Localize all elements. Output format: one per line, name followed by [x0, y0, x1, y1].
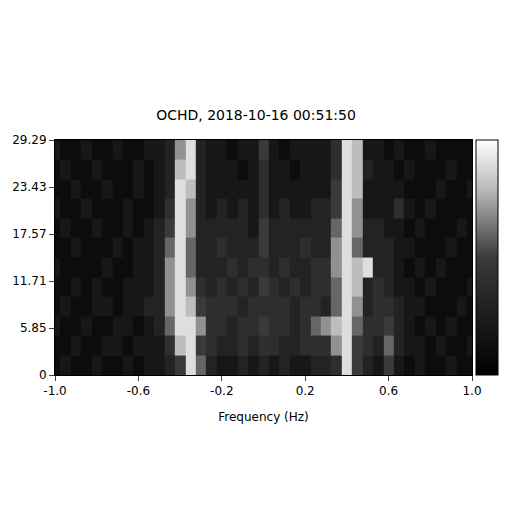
svg-text:-0.2: -0.2 [210, 384, 233, 398]
svg-text:1.0: 1.0 [462, 384, 481, 398]
svg-text:0.2: 0.2 [296, 384, 315, 398]
svg-text:OCHD, 2018-10-16 00:51:50: OCHD, 2018-10-16 00:51:50 [156, 107, 356, 123]
svg-text:11.71: 11.71 [12, 274, 46, 288]
svg-text:0: 0 [39, 368, 47, 382]
svg-text:-0.6: -0.6 [127, 384, 150, 398]
svg-text:23.43: 23.43 [12, 180, 46, 194]
svg-text:29.29: 29.29 [12, 133, 46, 147]
svg-text:0.6: 0.6 [379, 384, 398, 398]
svg-text:17.57: 17.57 [12, 227, 46, 241]
svg-text:Frequency (Hz): Frequency (Hz) [218, 410, 309, 424]
svg-text:5.85: 5.85 [20, 321, 47, 335]
svg-text:-1.0: -1.0 [43, 384, 66, 398]
